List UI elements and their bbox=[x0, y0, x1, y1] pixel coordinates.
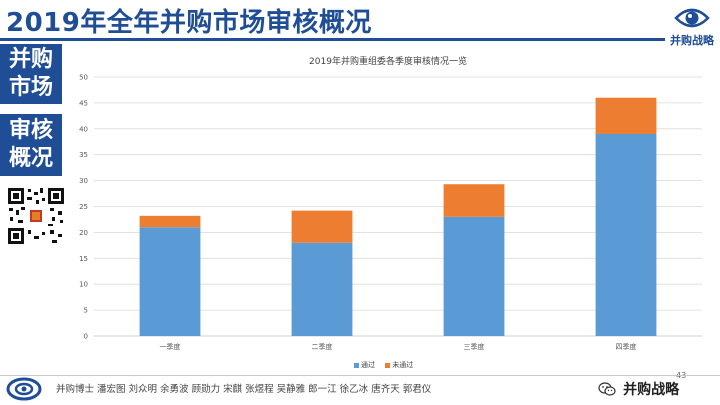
side-label-review: 审核 概况 bbox=[0, 114, 62, 176]
eye-icon bbox=[674, 8, 710, 28]
side-label-line: 概况 bbox=[8, 146, 53, 171]
company-logo-icon bbox=[6, 377, 42, 401]
chart-legend: 通过 未通过 bbox=[354, 360, 421, 370]
y-tick-label: 20 bbox=[79, 229, 88, 237]
header: 2019年全年并购市场审核概况 bbox=[0, 0, 720, 41]
qr-code-icon bbox=[6, 186, 66, 246]
side-label-line: 并购 bbox=[8, 47, 53, 72]
bar-fail bbox=[139, 215, 201, 228]
y-tick-label: 30 bbox=[79, 177, 88, 185]
x-tick-label: 一季度 bbox=[160, 342, 181, 351]
bar-pass bbox=[139, 227, 201, 336]
bar-fail bbox=[291, 210, 353, 243]
legend-label-pass: 通过 bbox=[361, 361, 375, 369]
side-label-line: 审核 bbox=[8, 118, 53, 143]
bar-pass bbox=[595, 133, 657, 336]
y-tick-label: 15 bbox=[79, 255, 88, 263]
legend-item-fail: 未通过 bbox=[385, 360, 413, 370]
y-tick-label: 5 bbox=[84, 307, 88, 315]
stacked-bar-chart: 0 5 10 15 20 25 30 35 40 45 50 一季度 二季度 三季度 四季度 bbox=[79, 74, 702, 351]
wechat-label: 并购战略 bbox=[623, 381, 680, 398]
legend-label-fail: 未通过 bbox=[392, 361, 414, 369]
legend-swatch-fail bbox=[385, 362, 391, 368]
y-tick-label: 25 bbox=[79, 203, 88, 211]
y-tick-label: 45 bbox=[79, 99, 88, 107]
bar-fail bbox=[443, 184, 505, 217]
bar-fail bbox=[595, 97, 657, 134]
bar-pass bbox=[443, 216, 505, 336]
chart-title: 2019年并购重组委各季度审核情况一览 bbox=[309, 57, 467, 67]
legend-swatch-pass bbox=[354, 362, 359, 368]
legend-item-pass: 通过 bbox=[354, 360, 375, 370]
wechat-account[interactable]: 并购战略 bbox=[598, 378, 679, 399]
x-tick-label: 二季度 bbox=[312, 342, 333, 351]
wechat-icon bbox=[598, 381, 616, 396]
footer-divider bbox=[0, 375, 720, 376]
y-tick-label: 50 bbox=[79, 74, 88, 82]
page-title: 2019年全年并购市场审核概况 bbox=[6, 8, 372, 38]
title-underline bbox=[0, 38, 665, 41]
x-tick-label: 三季度 bbox=[464, 342, 485, 351]
chart-container: 0 5 10 15 20 25 30 35 40 45 50 一季度 二季度 三季度 四季度 2019年并购… bbox=[68, 44, 708, 374]
y-tick-label: 35 bbox=[79, 151, 88, 159]
y-tick-label: 0 bbox=[84, 333, 88, 341]
brand-logo-text: 并购战略 bbox=[670, 34, 714, 47]
brand-logo: 并购战略 bbox=[666, 4, 718, 47]
y-tick-label: 10 bbox=[79, 281, 88, 289]
side-label-market: 并购 市场 bbox=[0, 44, 62, 104]
y-tick-label: 40 bbox=[79, 125, 88, 133]
x-tick-label: 四季度 bbox=[616, 342, 637, 351]
footer-team-names: 并购博士 潘宏图 刘众明 余勇波 顾勋力 宋麒 张煜程 吴静雅 郎一江 徐乙冰 … bbox=[56, 384, 432, 395]
side-label-line: 市场 bbox=[8, 75, 53, 100]
bar-pass bbox=[291, 242, 353, 336]
